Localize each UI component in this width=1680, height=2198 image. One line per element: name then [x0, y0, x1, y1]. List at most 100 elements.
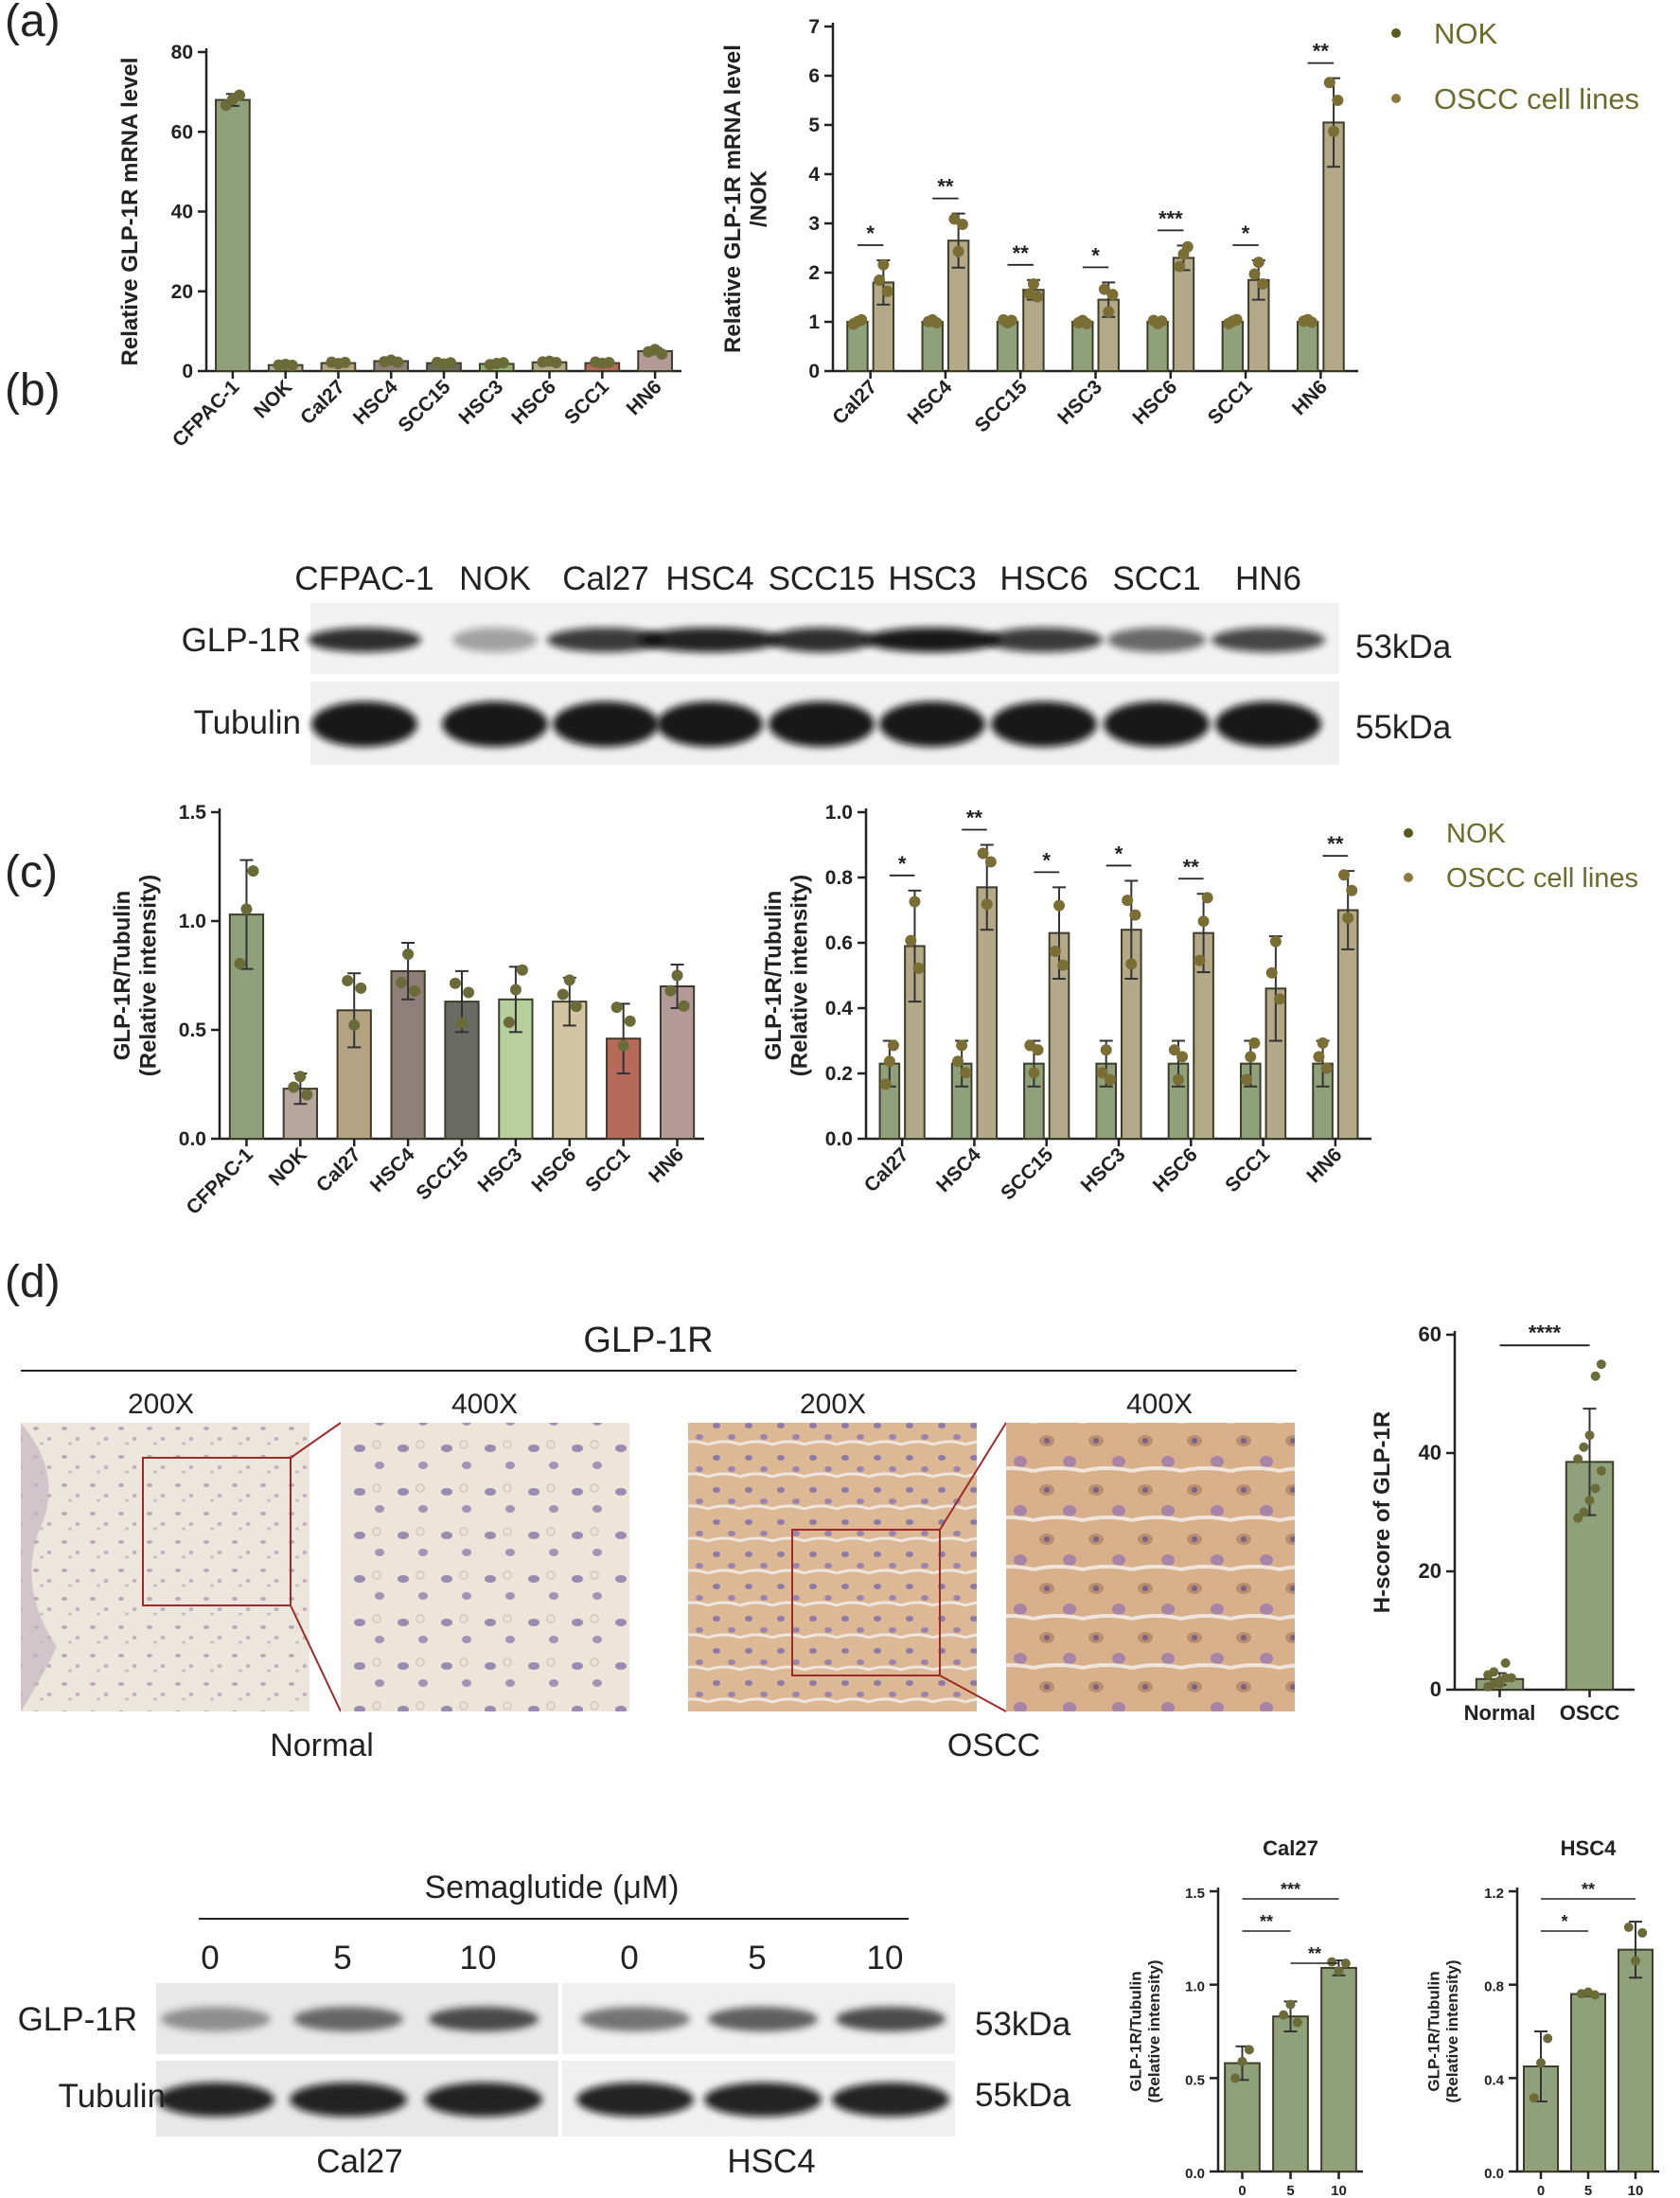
blot-b-glp1r-band — [769, 628, 874, 652]
ihc-oscc-roi-line-top — [939, 1422, 1007, 1531]
data-point — [1579, 1507, 1589, 1517]
bar-nok — [1071, 321, 1094, 372]
x-tick-label: NOK — [265, 1143, 311, 1190]
data-point — [240, 903, 253, 915]
data-point — [930, 317, 943, 329]
ihc-oscc-roi-box — [791, 1529, 941, 1676]
y-tick-label: 0.0 — [179, 1128, 206, 1150]
x-tick-label: SCC15 — [971, 376, 1032, 436]
x-tick-label: HSC3 — [474, 1143, 527, 1196]
blot-d-glp1r-band — [429, 2007, 539, 2031]
data-point — [603, 356, 615, 368]
data-point — [1245, 1051, 1257, 1063]
data-point — [550, 356, 562, 368]
y-tick-label: 0.2 — [825, 1063, 853, 1085]
x-tick-label: HSC4 — [932, 1143, 985, 1196]
y-tick-label: 20 — [171, 281, 193, 303]
bar — [1272, 2015, 1309, 2173]
data-point — [1584, 1430, 1595, 1441]
x-tick-label: HN6 — [645, 1143, 688, 1187]
data-point — [960, 1067, 972, 1079]
blot-b-tubulin-band — [991, 701, 1097, 747]
data-point — [1265, 966, 1278, 979]
y-axis-label: GLP-1R/Tubulin(Relative intensity) — [1127, 1959, 1164, 2102]
y-tick-label: 1.2 — [1484, 1886, 1504, 1902]
y-tick-label: 0.5 — [1185, 2072, 1205, 2088]
data-point — [288, 1081, 300, 1093]
y-tick-label: 1.5 — [1185, 1886, 1205, 1902]
data-point — [874, 275, 886, 287]
x-tick-label: Normal — [1464, 1701, 1536, 1725]
x-tick-label: SCC1 — [560, 376, 613, 429]
blot-d-treatment: Semaglutide (μM) — [424, 1870, 679, 1906]
data-point — [1579, 1442, 1589, 1452]
legend-b-nok: NOK — [1446, 819, 1507, 849]
y-tick-label: 0 — [808, 361, 820, 382]
data-point — [1596, 1359, 1606, 1370]
ihc-normal-epithelium — [21, 1423, 57, 1711]
blot-b-glp1r-band — [308, 628, 421, 652]
data-point — [1338, 869, 1351, 881]
bar-nok — [996, 321, 1019, 372]
ihc-oscc-200-image — [688, 1423, 977, 1711]
blot-b-lane-label: SCC1 — [1112, 560, 1200, 597]
data-point — [1098, 283, 1110, 295]
data-point — [509, 984, 522, 996]
data-point — [1172, 1073, 1184, 1086]
blot-b-size-53: 53kDa — [1355, 629, 1452, 665]
chart-b-right: 0.0 0.2 0.4 0.6 0.8 1.0 GLP-1R/Tubulin(Relativ… — [761, 802, 1371, 1204]
data-point — [1244, 2045, 1254, 2055]
x-tick-label: 5 — [1584, 2183, 1592, 2198]
x-tick-label: SCC1 — [1221, 1143, 1274, 1196]
y-tick-label: 80 — [171, 42, 193, 63]
data-point — [286, 360, 298, 372]
y-tick-label: 0 — [182, 361, 193, 382]
significance-label: **** — [1529, 1321, 1562, 1344]
data-point — [1637, 1927, 1648, 1938]
x-tick-label: HN6 — [623, 376, 666, 419]
data-point — [1590, 1371, 1600, 1381]
y-tick-label: 40 — [171, 202, 193, 223]
significance-label: * — [1561, 1912, 1567, 1931]
ihc-normal-roi-box — [142, 1457, 292, 1606]
blot-b-glp1r-band — [864, 628, 1000, 652]
x-tick-label: Cal27 — [312, 1143, 365, 1196]
data-point — [1174, 260, 1186, 273]
ihc-normal-roi-line-top — [290, 1422, 342, 1459]
data-point — [912, 962, 925, 974]
x-tick-label: SCC1 — [1204, 376, 1257, 429]
data-point — [1500, 1657, 1511, 1668]
blot-d-glp1r-band — [708, 2007, 818, 2031]
y-tick-label: 20 — [1419, 1559, 1441, 1583]
data-point — [1340, 1959, 1351, 1969]
data-point — [557, 988, 569, 1001]
data-point — [247, 865, 259, 877]
blot-b-glp1r-band — [547, 628, 664, 652]
data-point — [1584, 1496, 1595, 1505]
y-tick-label: 3 — [808, 213, 820, 235]
data-point — [1596, 1465, 1606, 1476]
blot-b-tubulin-band — [1104, 701, 1210, 747]
data-point — [355, 982, 367, 994]
y-tick-label: 0.8 — [825, 867, 854, 889]
x-tick-label: CFPAC-1 — [182, 1143, 257, 1219]
data-point — [463, 986, 475, 999]
data-point — [1573, 1454, 1583, 1464]
legend-a-nok: NOK — [1434, 17, 1498, 50]
data-point — [1032, 291, 1044, 303]
bar-nok — [921, 321, 944, 372]
data-point — [984, 856, 997, 868]
blot-d-tubulin-band — [576, 2083, 694, 2117]
data-point — [1049, 945, 1061, 957]
data-point — [1320, 1062, 1333, 1074]
bar-nok — [1221, 321, 1245, 372]
data-point — [1248, 268, 1261, 280]
data-point — [1032, 1044, 1044, 1056]
significance-label: * — [1042, 848, 1051, 872]
x-tick-label: HSC3 — [1053, 376, 1106, 429]
blot-b-lane-label: SCC15 — [769, 560, 875, 597]
ihc-normal-200-image — [21, 1423, 309, 1711]
blot-b-glp1r-band — [639, 628, 781, 652]
y-tick-label: 0 — [1430, 1677, 1441, 1701]
y-tick-label: 2 — [808, 262, 820, 284]
